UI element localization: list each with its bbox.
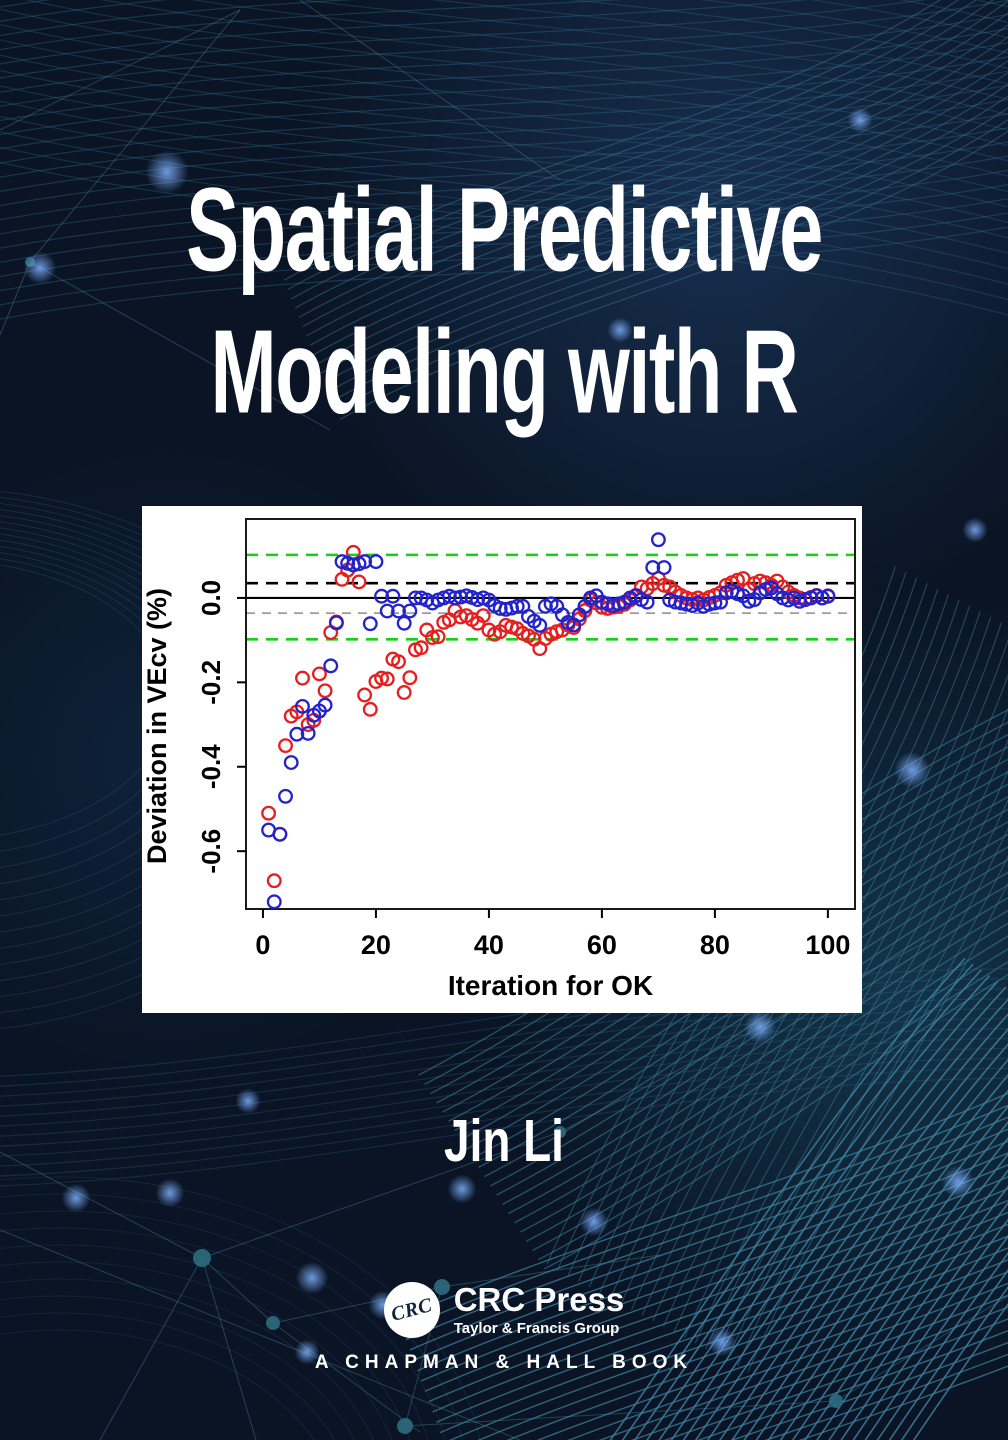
data-point <box>475 608 491 624</box>
data-point <box>402 670 418 686</box>
x-tick-label: 20 <box>361 930 391 960</box>
data-point <box>639 594 655 610</box>
data-point <box>368 554 384 570</box>
x-tick-label: 100 <box>805 930 850 960</box>
data-point <box>532 617 548 633</box>
data-point <box>357 554 373 570</box>
data-point <box>391 654 406 670</box>
data-point <box>295 670 310 686</box>
data-point <box>351 574 367 590</box>
author-name: Jin Li <box>444 1108 564 1174</box>
x-tick-label: 40 <box>474 930 504 960</box>
data-point <box>362 616 378 632</box>
y-tick-label: 0.0 <box>196 580 226 616</box>
x-tick-label: 0 <box>255 930 270 960</box>
plot-frame <box>245 518 856 910</box>
y-tick-label: -0.2 <box>196 660 226 705</box>
data-point <box>385 588 401 604</box>
chart-panel: 0 20 40 60 80 100 0.0 -0.2 -0.4 -0.6 Iteration for… <box>142 506 862 1013</box>
data-point <box>645 560 661 575</box>
data-point <box>283 755 299 770</box>
data-point <box>413 640 429 656</box>
data-point <box>272 826 288 842</box>
scatter-plot: 0 20 40 60 80 100 0.0 -0.2 -0.4 -0.6 Iteration for… <box>142 518 856 1001</box>
crc-press-logo: CRC CRC Press Taylor & Francis Group <box>383 1281 625 1338</box>
x-tick-label: 80 <box>700 930 730 960</box>
data-point <box>266 873 282 889</box>
data-point <box>278 788 293 804</box>
y-tick-label: -0.4 <box>196 744 226 789</box>
x-axis-label: Iteration for OK <box>448 970 653 1001</box>
y-axis-label: Deviation in VEcv (%) <box>142 588 172 864</box>
data-point <box>650 532 666 548</box>
data-point <box>509 598 525 614</box>
publisher-name: CRC Press <box>453 1281 625 1319</box>
data-point <box>707 595 723 611</box>
crc-logo-text: CRC <box>388 1293 435 1326</box>
book-title-line1: Spatial Predictive <box>186 163 823 296</box>
data-point <box>820 588 836 604</box>
data-point <box>430 629 446 645</box>
data-point <box>317 697 333 713</box>
data-point <box>679 596 695 612</box>
crc-logo-circle-icon: CRC <box>383 1282 440 1338</box>
data-point <box>396 685 412 700</box>
data-point <box>295 698 310 714</box>
data-point <box>379 671 395 687</box>
data-point <box>328 615 344 631</box>
data-point <box>424 630 440 646</box>
data-point <box>391 603 406 619</box>
data-point <box>334 571 350 587</box>
data-point <box>374 588 390 604</box>
imprint-line: A CHAPMAN & HALL BOOK <box>314 1352 694 1373</box>
data-point <box>362 701 378 717</box>
data-point <box>311 666 327 682</box>
data-point <box>289 726 305 742</box>
y-tick-label: -0.6 <box>196 829 226 874</box>
data-point <box>317 683 333 699</box>
data-point <box>266 894 282 910</box>
data-point <box>300 725 316 741</box>
book-title-line2: Modeling with R <box>210 305 799 438</box>
publisher-block: CRC CRC Press Taylor & Francis Group A C… <box>0 1281 1008 1374</box>
data-point <box>374 670 390 686</box>
publisher-group: Taylor & Francis Group <box>453 1320 620 1338</box>
data-point <box>278 738 293 754</box>
data-point <box>402 603 418 619</box>
data-point <box>453 589 469 605</box>
data-point <box>261 805 277 821</box>
data-point <box>656 560 672 575</box>
data-point <box>379 603 395 619</box>
blue-series <box>261 532 836 910</box>
data-point <box>323 658 339 674</box>
data-point <box>492 601 508 616</box>
data-point <box>396 615 412 631</box>
x-tick-label: 60 <box>587 930 617 960</box>
data-point <box>357 687 373 703</box>
